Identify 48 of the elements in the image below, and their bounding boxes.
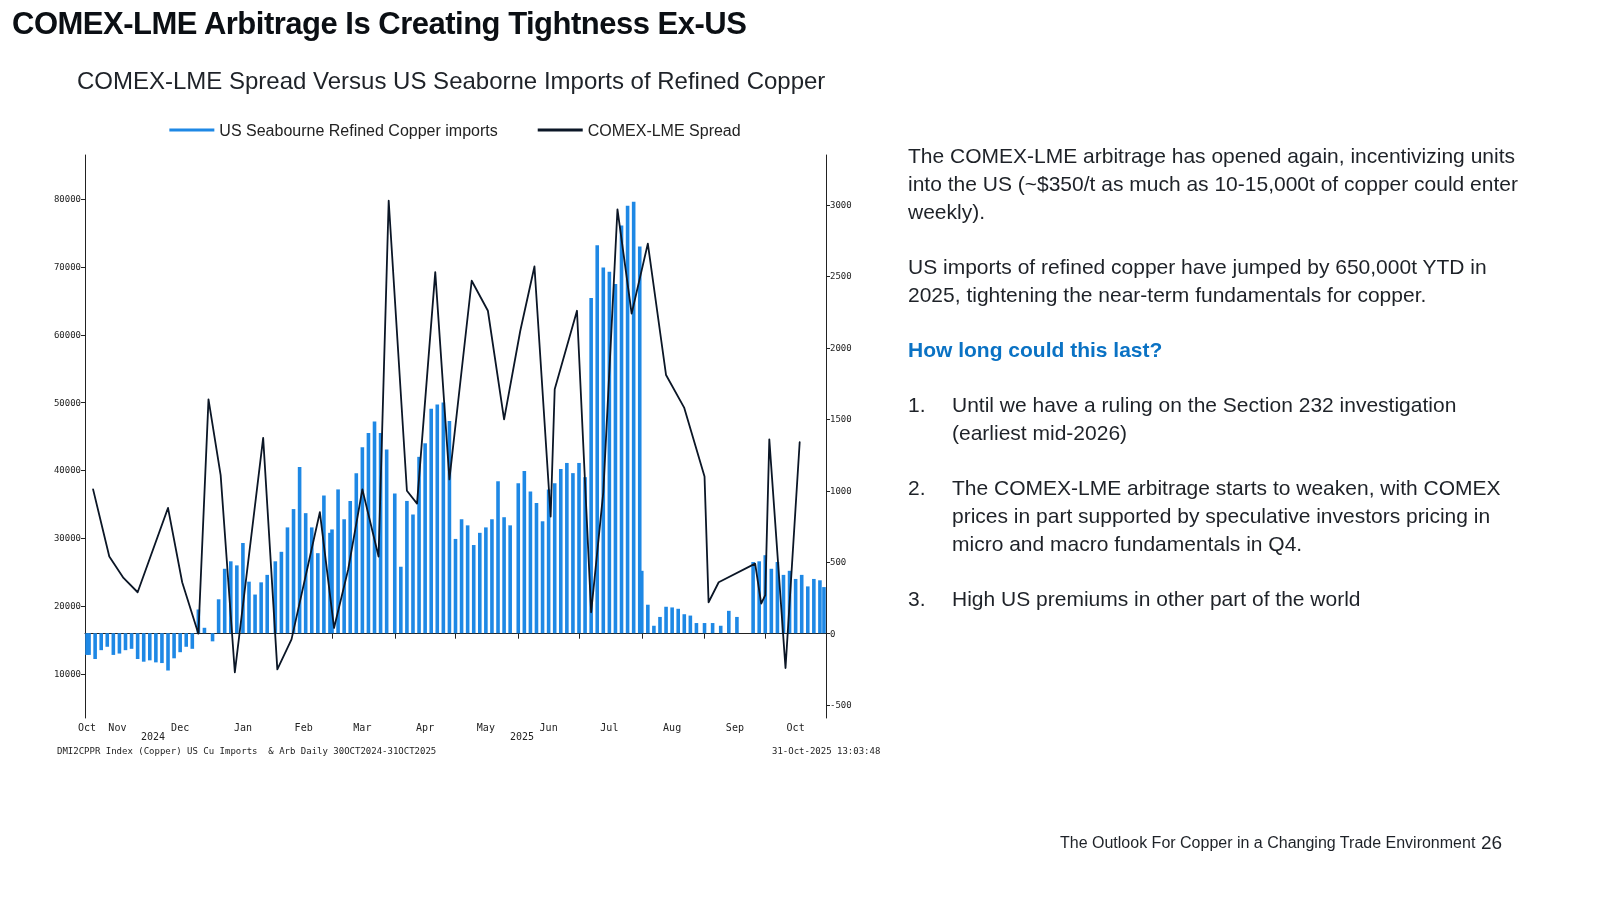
x-tick-label: Aug: [663, 721, 682, 733]
x-tick-label: Jul: [600, 721, 619, 733]
x-tick-label: Jan: [233, 721, 252, 733]
text: 26: [1481, 832, 1503, 854]
text: DMI2CPPR Index (Copper) US Cu Imports & Arb Daily 30OCT2024-31OCT2025: [57, 746, 437, 756]
x-tick-label: Oct: [77, 721, 97, 733]
text: The COMEX-LME arbitrage has opened again, incentivizing units into the US (~$350/t as much as 10-15,000t of copper could enter weekly).: [908, 143, 1519, 225]
chart-title: COMEX-LME Arbitrage Is Creating Tightness Ex-US: [12, 6, 747, 42]
text: The COMEX-LME arbitrage starts to weaken, with COMEX prices in part supported by speculative investors pricing in micro and macro fundamentals in Q4.: [952, 475, 1502, 557]
y-tick-label: 10000: [53, 668, 81, 679]
text: 31-Oct-2025 13:03:48: [772, 746, 881, 756]
text: Until we have a ruling on the Section 232 investigation (earliest mid-2026): [952, 392, 1458, 446]
y-tick-label: 20000: [53, 601, 81, 612]
text: 2025: [508, 731, 536, 742]
x-tick-label: Apr: [416, 721, 435, 733]
text: US imports of refined copper have jumped by 650,000t YTD in 2025, tightening the near-term fundamentals for copper.: [908, 254, 1488, 308]
x-tick-label: Mar: [353, 721, 372, 733]
text: How long could this last?: [908, 337, 1164, 363]
x-tick-label: Jun: [539, 721, 558, 733]
y2-tick-label: 2500: [830, 271, 852, 282]
x-tick-label: Feb: [294, 721, 313, 733]
y2-tick-label: 3000: [830, 200, 852, 211]
chart-subtitle: COMEX-LME Spread Versus US Seaborne Imports of Refined Copper: [77, 67, 826, 95]
y-tick-label: 30000: [53, 533, 81, 544]
x-tick-label: Dec: [171, 721, 190, 733]
y2-tick-label: 2000: [830, 342, 852, 353]
text: The Outlook For Copper in a Changing Trade Environment: [1060, 834, 1476, 852]
text: 2.: [908, 475, 927, 501]
y2-tick-label: 500: [830, 557, 847, 568]
y-tick-label: 70000: [53, 261, 81, 272]
x-tick-label: Oct: [786, 721, 805, 733]
x-tick-label: Sep: [725, 721, 744, 733]
y2-tick-label: 0: [830, 628, 836, 639]
legend-label: US Seabourne Refined Copper imports: [219, 121, 498, 139]
y-tick-label: 40000: [53, 465, 81, 476]
y-tick-label: 50000: [53, 397, 81, 408]
x-tick-label: May: [476, 721, 495, 733]
y-tick-label: 80000: [53, 194, 81, 205]
y2-tick-label: 1500: [830, 414, 852, 425]
text: 3.: [908, 586, 927, 612]
y-tick-label: 60000: [53, 329, 81, 340]
x-tick-label: Nov: [108, 721, 127, 733]
text: High US premiums in other part of the world: [952, 586, 1361, 612]
legend-label: COMEX-LME Spread: [587, 121, 741, 139]
y2-tick-label: 1000: [830, 485, 852, 496]
text: 1.: [908, 392, 927, 418]
text: 2024: [139, 731, 167, 742]
y2-tick-label: -500: [830, 700, 852, 711]
